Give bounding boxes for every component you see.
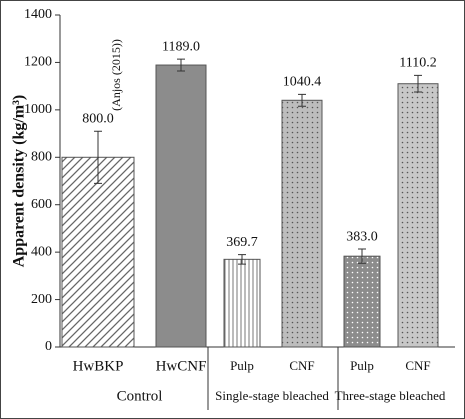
x-tick-label: CNF xyxy=(289,358,314,373)
group-label: Three-stage bleached xyxy=(335,388,446,403)
bar xyxy=(343,255,381,348)
bar xyxy=(223,258,261,348)
value-label: 369.7 xyxy=(226,235,258,250)
x-tick-label: HwCNF xyxy=(156,358,207,374)
error-bar xyxy=(414,74,422,93)
error-bar xyxy=(298,93,306,107)
bar xyxy=(61,156,135,348)
annotation: (Anjos (2015)) xyxy=(109,39,123,111)
error-bar xyxy=(238,254,246,265)
error-bar xyxy=(177,58,185,72)
value-label: 1040.4 xyxy=(283,75,322,90)
y-axis-label: Apparent density (kg/m³) xyxy=(11,95,28,268)
value-label: 1110.2 xyxy=(399,56,436,71)
value-label: 383.0 xyxy=(346,229,378,244)
y-tick-label: 1400 xyxy=(24,7,52,22)
y-tick-label: 600 xyxy=(31,197,52,212)
error-bar xyxy=(358,248,366,264)
group-label: Control xyxy=(117,388,163,404)
y-tick-label: 400 xyxy=(31,244,52,259)
error-bar xyxy=(94,130,102,184)
value-label: 1189.0 xyxy=(162,39,200,54)
value-label: 800.0 xyxy=(82,111,114,126)
bar xyxy=(397,83,439,348)
bar xyxy=(155,64,207,348)
x-tick-label: Pulp xyxy=(350,358,374,373)
x-tick-label: Pulp xyxy=(230,358,254,373)
y-tick-label: 0 xyxy=(45,339,52,354)
y-tick-label: 800 xyxy=(31,150,52,165)
y-tick-label: 1200 xyxy=(24,55,52,70)
group-label: Single-stage bleached xyxy=(215,388,329,403)
x-tick-label: HwBKP xyxy=(73,358,124,374)
y-tick-label: 200 xyxy=(31,292,52,307)
x-tick-label: CNF xyxy=(405,358,430,373)
y-tick-label: 1000 xyxy=(24,102,52,117)
bar xyxy=(281,99,323,348)
